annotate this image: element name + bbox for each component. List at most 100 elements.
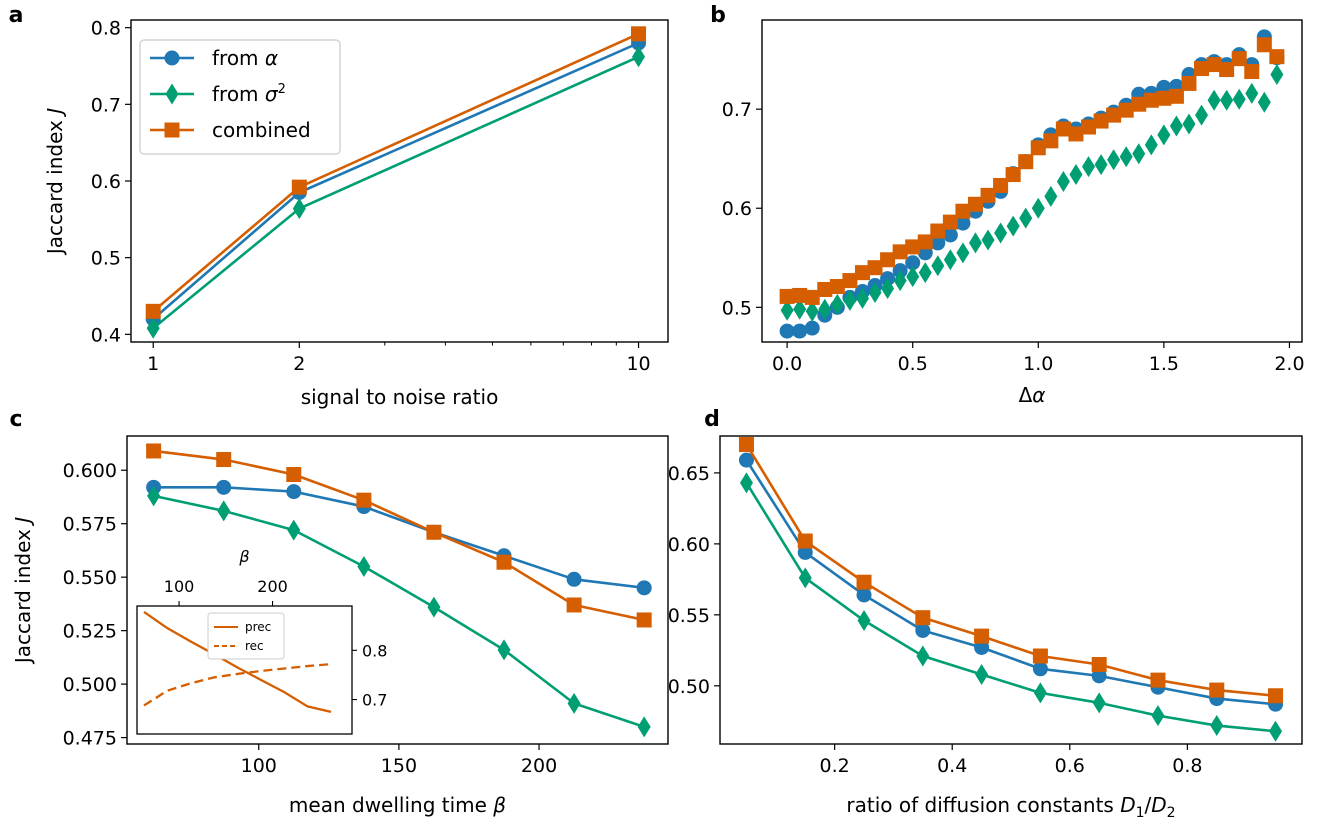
data-point <box>567 692 581 714</box>
data-point <box>868 281 882 303</box>
series-combined-a <box>145 26 647 319</box>
y-tick-label-b: 0.6 <box>722 198 752 220</box>
x-tick-label-d: 0.8 <box>1172 755 1202 777</box>
data-point <box>1219 62 1235 78</box>
data-point <box>636 580 652 596</box>
series-line-sigma <box>745 482 1276 733</box>
x-tick-label-b: 2.0 <box>1274 353 1304 375</box>
legend-label-alpha: from α <box>212 46 278 70</box>
y-tick-label-a: 0.7 <box>91 94 121 116</box>
legend-marker-combined <box>164 122 180 138</box>
x-tick-label-c: 200 <box>521 755 557 777</box>
data-point <box>147 485 161 507</box>
data-point <box>1005 167 1021 183</box>
y-tick-label-a: 0.4 <box>91 324 121 346</box>
data-point <box>855 287 869 309</box>
data-point <box>145 303 161 319</box>
data-point <box>797 533 813 549</box>
panel-c: c 100 150 200 0.475 0.500 0.525 0.550 0.575 0.600… <box>9 407 669 817</box>
series-alpha-c <box>146 479 652 596</box>
data-point <box>905 255 921 271</box>
y-tick-label-d: 0.55 <box>668 605 710 627</box>
data-point <box>1031 197 1045 219</box>
data-point <box>981 229 995 251</box>
series-sigma-d <box>739 472 1283 742</box>
series-sigma-c <box>147 485 651 738</box>
x-tick-label-d: 0.4 <box>937 755 967 777</box>
data-point <box>993 177 1009 193</box>
data-point <box>1091 657 1107 673</box>
data-point <box>356 492 372 508</box>
data-point <box>916 645 930 667</box>
y-tick-label-c: 0.575 <box>63 514 117 536</box>
data-point <box>1093 113 1109 129</box>
series-line-alpha <box>745 459 1276 706</box>
data-point <box>917 234 933 250</box>
inset-y-tick-label: 0.7 <box>362 691 387 710</box>
data-point <box>1207 89 1221 111</box>
data-point <box>1044 185 1058 207</box>
data-point <box>1068 126 1084 142</box>
y-tick-label-d: 0.60 <box>668 534 710 556</box>
data-point <box>780 299 794 321</box>
data-point <box>1195 104 1209 126</box>
data-point <box>817 281 833 297</box>
inset-x-tick-label: 100 <box>164 577 195 596</box>
data-point <box>942 227 958 243</box>
data-point <box>856 574 872 590</box>
data-point <box>857 610 871 632</box>
legend-label-sigma: from σ2 <box>212 82 286 106</box>
panel-d: d 0.2 0.4 0.6 0.8 0.50 0.55 0.60 0.65 ratio of di… <box>668 407 1303 819</box>
axes-frame-d <box>719 435 1303 745</box>
axes-frame-c <box>126 435 669 745</box>
data-point <box>967 196 983 212</box>
data-point <box>968 232 982 254</box>
inset-legend-label-rec: rec <box>245 639 264 653</box>
data-point <box>943 249 957 271</box>
data-point <box>918 262 932 284</box>
data-point <box>1269 720 1283 742</box>
data-point <box>1082 156 1096 178</box>
data-point <box>1006 215 1020 237</box>
data-point <box>146 317 160 339</box>
data-point <box>216 479 232 495</box>
data-point <box>830 293 844 315</box>
data-point <box>1018 154 1034 170</box>
series-sigma-b <box>780 63 1284 322</box>
data-point <box>738 437 754 453</box>
data-point <box>1168 88 1184 104</box>
data-point <box>804 289 820 305</box>
data-point <box>566 597 582 613</box>
data-point <box>905 239 921 255</box>
x-tick-label-a: 2 <box>293 353 305 375</box>
data-point <box>930 223 946 239</box>
data-point <box>955 203 971 219</box>
series-combined-d <box>738 437 1284 704</box>
data-point <box>1043 133 1059 149</box>
y-axis-label-a: Jaccard index J <box>43 108 67 256</box>
y-tick-label-c: 0.475 <box>63 728 117 750</box>
data-point <box>146 443 162 459</box>
axes-frame-a <box>130 19 669 343</box>
data-point <box>1270 63 1284 85</box>
data-point <box>637 716 651 738</box>
data-point <box>915 622 931 638</box>
data-point <box>893 270 907 292</box>
data-point <box>1169 115 1183 137</box>
data-point <box>842 273 858 289</box>
data-point <box>1032 661 1048 677</box>
data-point <box>854 265 870 281</box>
x-tick-label-b: 0.0 <box>772 353 802 375</box>
data-point <box>1119 146 1133 168</box>
data-point <box>739 472 753 494</box>
legend-marker-sigma <box>165 83 179 105</box>
data-point <box>1231 51 1247 67</box>
x-tick-label-b: 1.5 <box>1149 353 1179 375</box>
data-point <box>357 555 371 577</box>
data-point <box>818 298 832 320</box>
panel-label-a: a <box>9 3 24 28</box>
inset-frame <box>136 605 353 735</box>
data-point <box>1257 91 1271 113</box>
data-point <box>1210 715 1224 737</box>
